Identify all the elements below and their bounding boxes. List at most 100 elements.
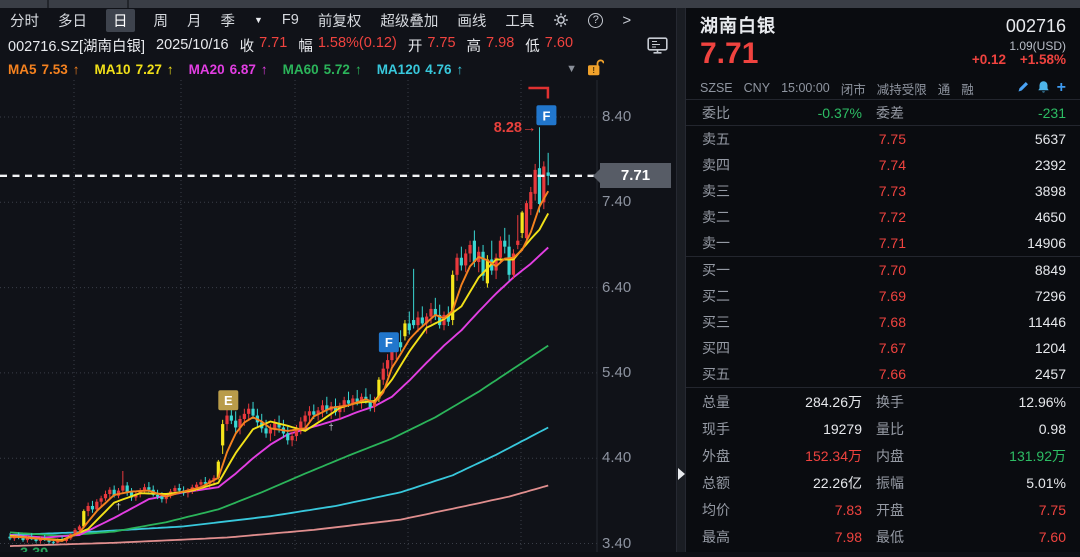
candle-body: [160, 496, 164, 500]
settings-gear-icon[interactable]: [553, 12, 569, 28]
field-value: 1.58%(0.12): [317, 34, 397, 51]
ma-line-MA60: [9, 344, 549, 537]
bid-row[interactable]: 买二 7.69 7296: [686, 283, 1080, 309]
edit-pencil-icon[interactable]: [1017, 80, 1030, 96]
candle-body: [346, 400, 351, 404]
stat-row: 外盘 152.34万 内盘 131.92万: [686, 442, 1080, 469]
level-price: 7.73: [878, 183, 906, 199]
candlestick-chart[interactable]: 8.28→ 3.39→ † † E F F 8.40 7.40 6.40 5.40 4.40 3.40…: [0, 80, 676, 557]
price-change: +0.12 +1.58%: [962, 53, 1066, 67]
field-label: 收: [239, 38, 255, 55]
level-label: 卖三: [702, 183, 730, 199]
tab-分时[interactable]: 分时: [10, 13, 39, 30]
toolbar-button-画线[interactable]: 画线: [457, 13, 487, 30]
tab-季[interactable]: 季: [220, 13, 236, 30]
period-tabbar: 分时 多日 日 周 月 季 ▼ F9 前复权 超级叠加 画线 工具? >: [0, 8, 676, 32]
help-icon[interactable]: ?: [588, 12, 604, 28]
candle-body: [537, 168, 542, 205]
alert-bell-icon[interactable]: [1037, 80, 1050, 97]
mini-window-icon[interactable]: [647, 36, 668, 54]
level-volume: 4650: [1034, 209, 1066, 225]
field-label: 高: [466, 38, 482, 55]
candle-body: [503, 240, 507, 247]
candle-body: [498, 240, 503, 258]
signal-badge-box: [378, 332, 399, 353]
price-tick-label: 5.40: [602, 363, 632, 381]
weibi-row: 委比 -0.37% 委差 -231: [686, 99, 1080, 126]
candle-body: [368, 400, 372, 408]
bid-row[interactable]: 买三 7.68 11446: [686, 309, 1080, 335]
field-label: 幅: [298, 38, 313, 55]
ma-legend-MA5: MA5 7.53 ↑: [8, 62, 80, 77]
panel-splitter[interactable]: [676, 8, 686, 552]
signal-corner-mark: [528, 86, 550, 99]
candle-body: [320, 405, 325, 411]
window-top-edge: [0, 0, 1080, 8]
candle-body: [51, 541, 55, 543]
unlocked-padlock-icon[interactable]: !: [587, 59, 605, 80]
candle-body: [420, 317, 424, 324]
quote-stats: 总量 284.26万 换手 12.96% 现手 19279 量比 0.98 外盘 152.34万内…: [686, 388, 1080, 550]
ask-row[interactable]: 卖二 7.72 4650: [686, 204, 1080, 230]
stat-label-最低: 最低: [876, 528, 904, 545]
level-volume: 2392: [1034, 157, 1066, 173]
toolbar-button-F9[interactable]: F9: [281, 12, 299, 28]
candle-body: [77, 526, 82, 530]
candle-body: [294, 428, 299, 437]
ask-row[interactable]: 卖一 7.71 14906: [686, 230, 1080, 256]
stock-code: 002716: [1005, 16, 1066, 36]
toolbar-button-前复权[interactable]: 前复权: [317, 13, 362, 30]
ask-row[interactable]: 卖四 7.74 2392: [686, 152, 1080, 178]
bid-row[interactable]: 买四 7.67 1204: [686, 335, 1080, 361]
toolbar-button-超级叠加[interactable]: 超级叠加: [380, 13, 439, 30]
level-price: 7.71: [878, 235, 906, 251]
chart-canvas[interactable]: 8.28→ 3.39→ † † E F F: [0, 80, 676, 557]
stat-value-振幅: 5.01%: [1026, 474, 1066, 491]
candle-body: [412, 320, 416, 326]
tab-月[interactable]: 月: [187, 13, 202, 30]
weibi-label: 委比: [702, 104, 730, 121]
status-融: 融: [961, 82, 974, 97]
stat-label-振幅: 振幅: [876, 474, 904, 491]
candle-body: [316, 410, 320, 415]
candle-body: [485, 259, 489, 284]
candle-body: [407, 323, 411, 331]
change-percent: +1.58%: [1019, 52, 1066, 67]
candle-body: [177, 488, 181, 491]
ma-line-MA5: [9, 190, 550, 542]
candle-body: [312, 411, 316, 415]
toolbar-button-工具[interactable]: 工具: [505, 13, 535, 30]
candle-body: [242, 413, 246, 419]
collapse-panel-icon[interactable]: [678, 468, 685, 480]
collapse-indicators-icon[interactable]: ▼: [566, 63, 577, 75]
ma-legend-tail: ▼!: [566, 59, 605, 80]
ma-trend-arrow: ↑: [456, 61, 464, 77]
tab-日[interactable]: 日: [106, 8, 135, 32]
candle-body: [429, 308, 433, 317]
tab-多日[interactable]: 多日: [58, 13, 87, 30]
level-volume: 8849: [1034, 262, 1066, 278]
level-price: 7.69: [878, 288, 906, 304]
candle-body: [229, 415, 233, 421]
period-dropdown-icon[interactable]: ▼: [254, 15, 263, 25]
candle-body: [125, 485, 129, 493]
candle-body: [524, 203, 529, 239]
price-tick-label: 4.40: [602, 449, 632, 467]
stat-label-均价: 均价: [702, 501, 730, 518]
level-volume: 5637: [1034, 131, 1066, 147]
tab-周[interactable]: 周: [153, 13, 169, 30]
price-tick-label: 6.40: [602, 278, 632, 296]
signal-badge-letter-E: E: [224, 393, 233, 408]
bid-row[interactable]: 买一 7.70 8849: [686, 257, 1080, 283]
add-to-watchlist-icon[interactable]: +: [1056, 79, 1066, 96]
more-tools-icon[interactable]: >: [622, 11, 632, 29]
stat-value-总额: 22.26亿: [812, 474, 862, 491]
ask-row[interactable]: 卖五 7.75 5637: [686, 126, 1080, 152]
status-15:00:00: 15:00:00: [781, 81, 830, 95]
stat-value-内盘: 131.92万: [1009, 447, 1066, 464]
bid-row[interactable]: 买五 7.66 2457: [686, 361, 1080, 387]
ma-label: MA5: [8, 61, 37, 77]
stat-row: 总额 22.26亿 振幅 5.01%: [686, 469, 1080, 496]
ask-row[interactable]: 卖三 7.73 3898: [686, 178, 1080, 204]
candle-body: [472, 240, 476, 263]
